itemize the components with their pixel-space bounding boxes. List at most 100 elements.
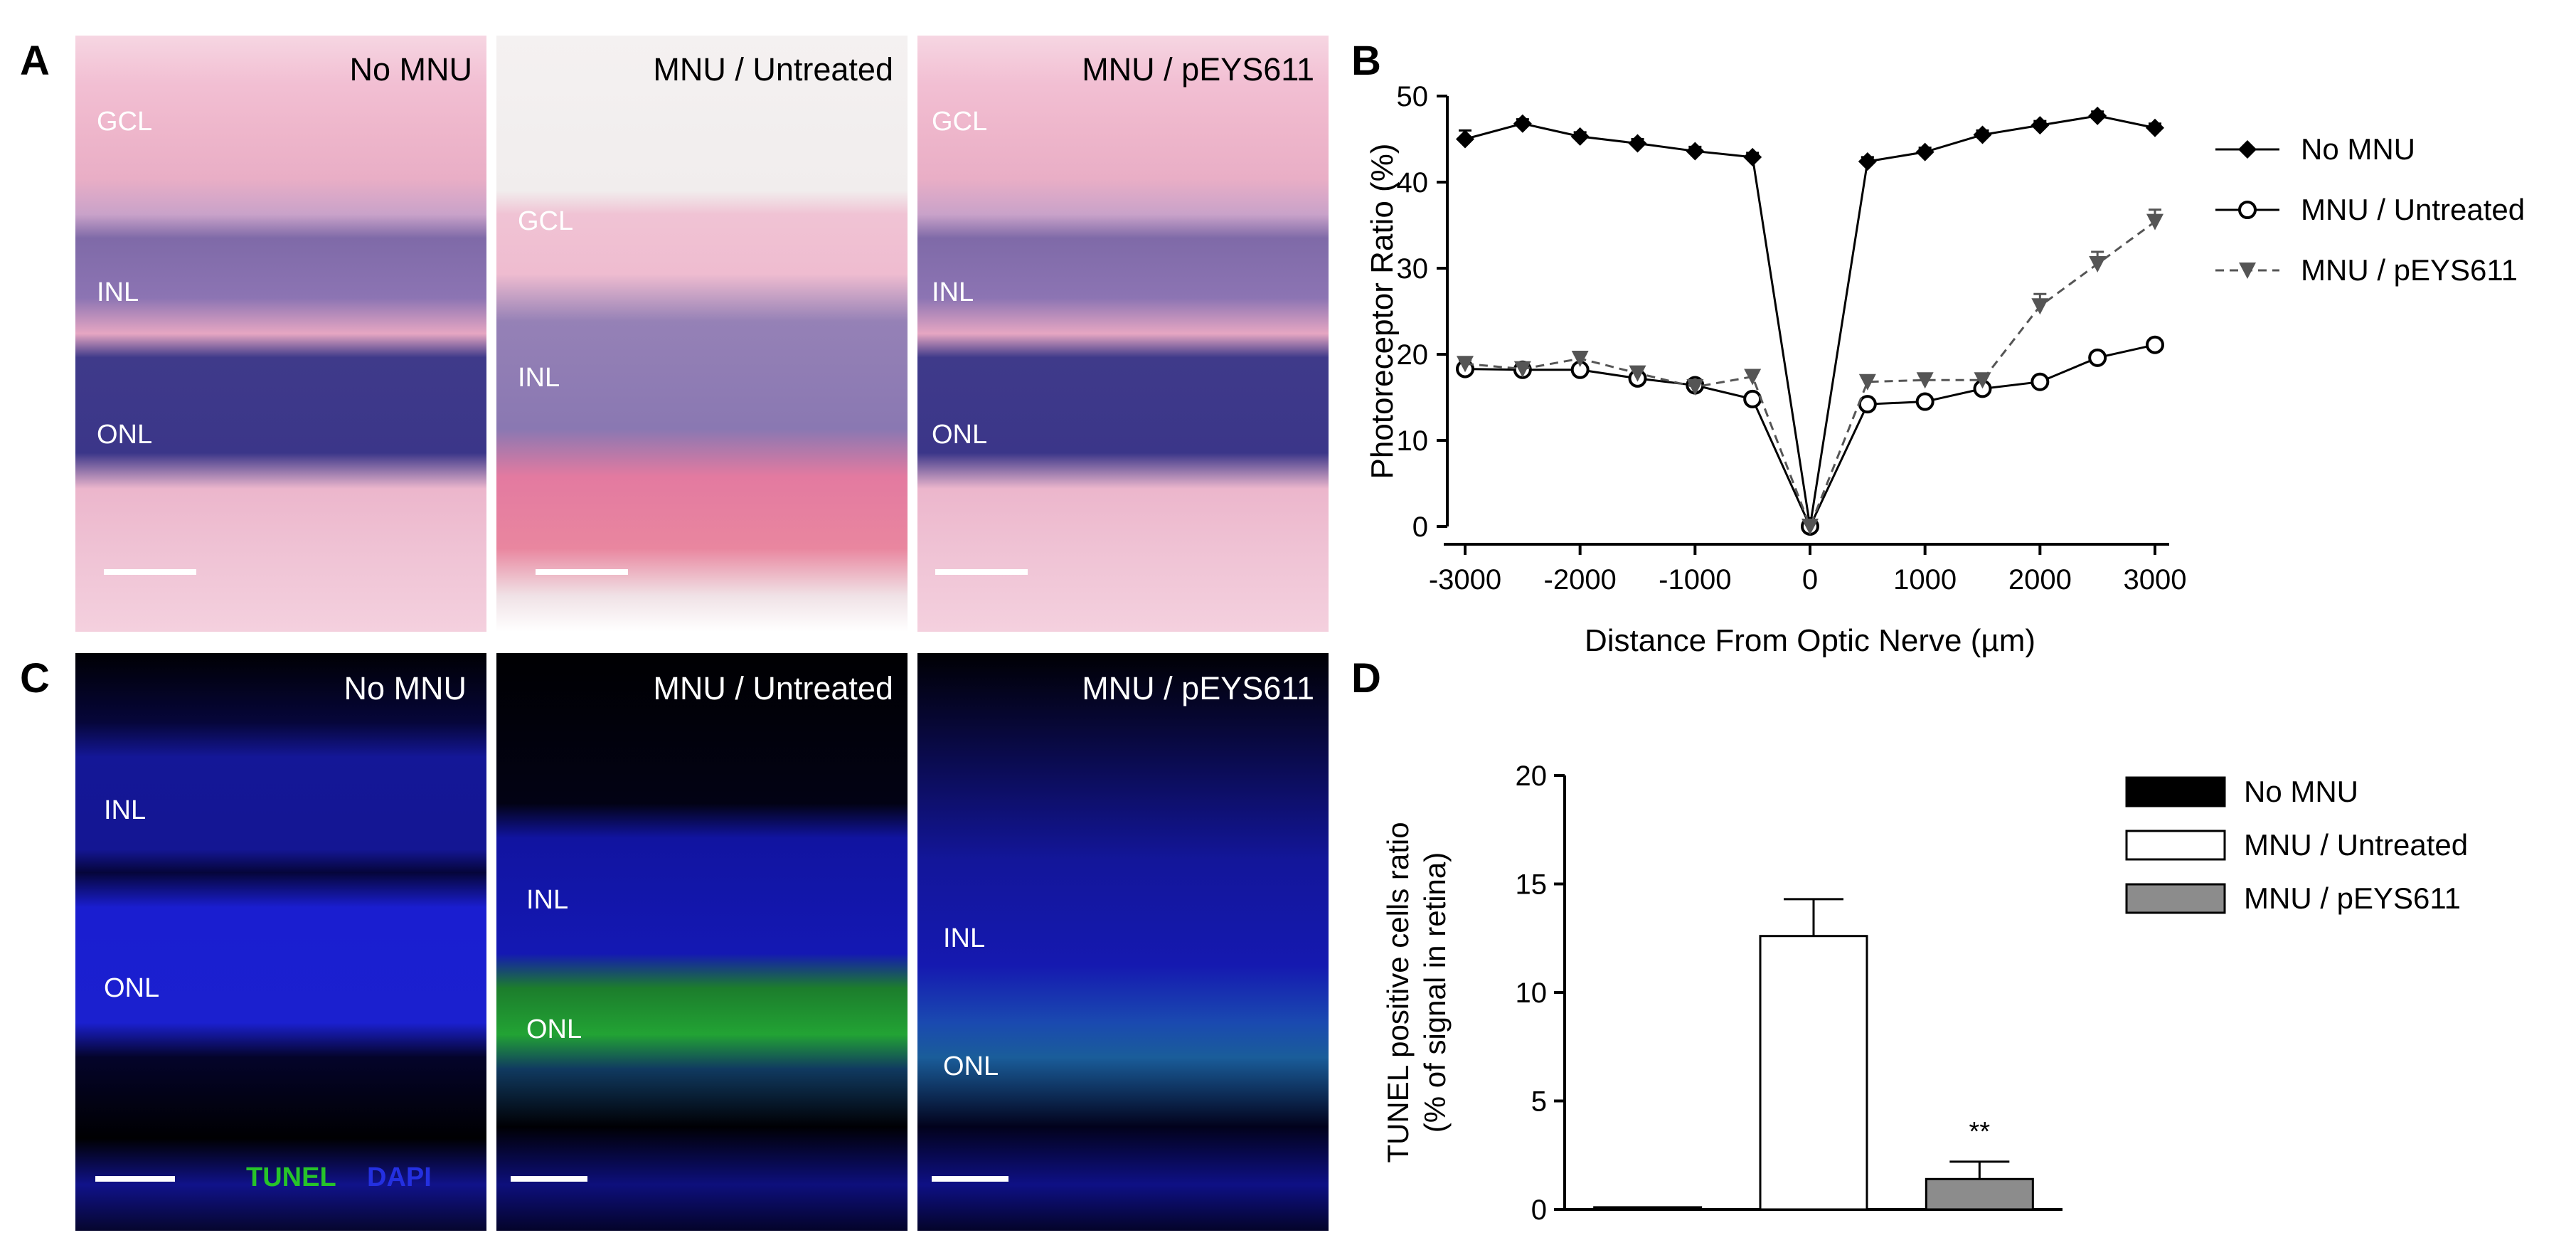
legend-label: MNU / pEYS611 — [2301, 253, 2518, 287]
x-tick-label: 3000 — [2124, 564, 2187, 595]
data-point — [1858, 152, 1877, 171]
y-tick-label: 10 — [1397, 425, 1429, 457]
legend-entry: No MNU — [2215, 132, 2415, 166]
x-axis-title: Distance From Optic Nerve (µm) — [1585, 623, 2035, 658]
series-2 — [1457, 208, 2163, 535]
panel-b-letter: B — [1351, 38, 1381, 84]
data-point — [2089, 255, 2107, 272]
x-tick-label: 2000 — [2008, 564, 2072, 595]
legend-swatch — [2125, 830, 2226, 861]
he-image-mnu-peys611: MNU / pEYS611 GCL INL ONL — [917, 36, 1329, 632]
data-point — [1915, 392, 1934, 411]
data-point — [1571, 351, 1589, 368]
data-point — [1456, 129, 1474, 149]
data-point — [2146, 213, 2163, 231]
layer-label-onl: ONL — [526, 1014, 582, 1044]
layer-label-inl: INL — [104, 795, 147, 825]
data-point — [1915, 142, 1934, 161]
legend-label: No MNU — [2244, 775, 2358, 808]
data-point — [1743, 389, 1762, 408]
legend-label: No MNU — [2301, 132, 2415, 166]
legend-label: MNU / Untreated — [2301, 193, 2525, 226]
y-tick-label: 20 — [1516, 761, 1548, 792]
scale-bar — [536, 569, 628, 575]
data-point — [1513, 361, 1531, 378]
data-point — [1801, 519, 1819, 535]
layer-label-inl: INL — [932, 277, 974, 307]
y-tick-label: 40 — [1397, 167, 1429, 198]
scale-bar — [932, 1176, 1008, 1182]
data-point — [2088, 348, 2107, 367]
layer-label-onl: ONL — [932, 420, 988, 450]
x-tick-label: 1000 — [1893, 564, 1957, 595]
data-point — [1916, 372, 1934, 389]
data-point — [1513, 114, 1532, 133]
y-tick-label: 15 — [1516, 869, 1548, 901]
scale-bar — [511, 1176, 587, 1182]
data-point — [1744, 369, 1762, 386]
data-point — [1628, 134, 1647, 153]
data-point — [1686, 142, 1705, 161]
data-point — [1686, 378, 1704, 396]
layer-label-inl: INL — [97, 277, 139, 307]
legend-marker — [2238, 201, 2257, 219]
tunel-positive-chart: 0 5 10 15 20 TUNEL positive cells ratio (% of … — [1381, 761, 2468, 1226]
data-point — [1973, 125, 1992, 144]
he-image-title: No MNU — [349, 51, 472, 88]
fl-image-title: MNU / pEYS611 — [1082, 670, 1314, 706]
legend-swatch — [2125, 883, 2226, 914]
legend-entry: MNU / Untreated — [2125, 828, 2468, 862]
data-point — [1743, 147, 1762, 166]
legend-entry: MNU / Untreated — [2215, 193, 2525, 226]
legend-marker — [2239, 263, 2256, 279]
photoreceptor-ratio-chart: 0 10 20 30 40 50 -3000 -2000 -1000 0 1000 2000 3000 D… — [1365, 81, 2525, 658]
layer-label-gcl: GCL — [97, 107, 153, 137]
y-tick-label: 10 — [1516, 978, 1548, 1009]
fluorescence-image-no-mnu: No MNU INL ONL TUNEL DAPI — [75, 653, 486, 1231]
series-line — [1464, 115, 2156, 527]
layer-label-inl: INL — [943, 923, 986, 953]
data-point — [2031, 298, 2049, 315]
layer-label-onl: ONL — [104, 973, 160, 1003]
bar — [1593, 1206, 1703, 1211]
fluorescence-image-mnu-untreated: MNU / Untreated INL ONL — [496, 653, 908, 1231]
y-tick-label: 50 — [1397, 81, 1429, 112]
layer-label-inl: INL — [526, 885, 569, 915]
x-tick-label: -1000 — [1659, 564, 1731, 595]
x-tick-label: -3000 — [1429, 564, 1501, 595]
he-image-no-mnu: No MNU GCL INL ONL — [75, 36, 486, 632]
layer-label-onl: ONL — [943, 1051, 999, 1081]
y-tick-label: 20 — [1397, 339, 1429, 371]
scale-bar — [935, 569, 1028, 575]
y-tick-label: 0 — [1531, 1194, 1547, 1226]
bar — [1759, 935, 1868, 1211]
he-image-title: MNU / Untreated — [653, 51, 893, 88]
y-tick-label: 30 — [1397, 253, 1429, 285]
data-point — [1570, 127, 1590, 146]
he-image-mnu-untreated: MNU / Untreated GCL INL — [496, 36, 908, 632]
data-point — [1629, 365, 1646, 382]
panel-c-letter: C — [20, 655, 50, 701]
y-axis-title: TUNEL positive cells ratio — [1381, 822, 1415, 1162]
he-image-title: MNU / pEYS611 — [1082, 51, 1314, 88]
y-tick-label: 0 — [1412, 512, 1428, 543]
fl-image-title: MNU / Untreated — [653, 670, 893, 706]
y-tick-label: 5 — [1531, 1086, 1547, 1118]
layer-label-gcl: GCL — [932, 107, 988, 137]
legend-entry: MNU / pEYS611 — [2215, 253, 2518, 287]
fluorescence-image-mnu-peys611: MNU / pEYS611 INL ONL — [917, 653, 1329, 1231]
legend-entry: MNU / pEYS611 — [2125, 881, 2461, 915]
layer-label-onl: ONL — [97, 420, 153, 450]
fl-image-title: No MNU — [344, 670, 467, 706]
series-line — [1464, 221, 2156, 530]
data-point — [2146, 335, 2164, 354]
y-axis-title: Photoreceptor Ratio (%) — [1365, 144, 1400, 480]
data-point — [1858, 395, 1877, 414]
legend-dapi-stain: DAPI — [367, 1162, 432, 1192]
legend-entry: No MNU — [2125, 775, 2358, 808]
data-point — [2031, 116, 2050, 135]
bar — [1925, 1177, 2034, 1211]
data-point — [2146, 118, 2164, 137]
data-point — [1974, 372, 1991, 389]
legend-label: MNU / pEYS611 — [2244, 881, 2461, 915]
